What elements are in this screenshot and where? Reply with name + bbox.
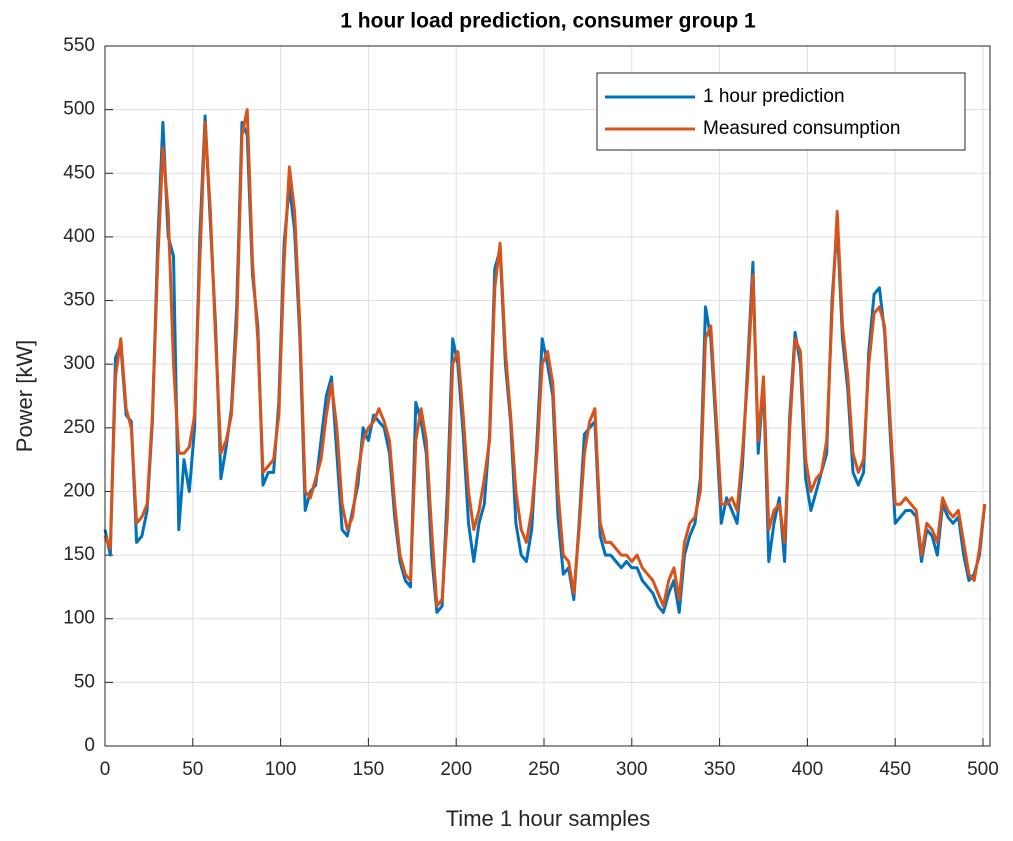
x-tick-label: 200 bbox=[440, 759, 472, 780]
chart-title: 1 hour load prediction, consumer group 1 bbox=[340, 10, 756, 33]
legend-label: Measured consumption bbox=[703, 118, 901, 139]
y-tick-label: 350 bbox=[63, 290, 95, 311]
y-tick-label: 150 bbox=[63, 544, 95, 565]
y-tick-label: 100 bbox=[63, 608, 95, 629]
x-tick-label: 0 bbox=[100, 759, 111, 780]
x-axis-label: Time 1 hour samples bbox=[446, 806, 651, 831]
y-tick-label: 500 bbox=[63, 99, 95, 120]
x-tick-label: 300 bbox=[616, 759, 648, 780]
y-tick-label: 250 bbox=[63, 417, 95, 438]
x-tick-label: 500 bbox=[967, 759, 999, 780]
x-tick-label: 350 bbox=[704, 759, 736, 780]
y-axis-label: Power [kW] bbox=[12, 340, 37, 452]
y-tick-label: 550 bbox=[63, 35, 95, 56]
x-tick-label: 150 bbox=[353, 759, 385, 780]
x-tick-label: 100 bbox=[265, 759, 297, 780]
legend-box bbox=[596, 72, 966, 151]
x-tick-label: 400 bbox=[792, 759, 824, 780]
x-tick-label: 450 bbox=[879, 759, 911, 780]
y-tick-label: 300 bbox=[63, 353, 95, 374]
y-tick-label: 400 bbox=[63, 226, 95, 247]
y-tick-label: 50 bbox=[74, 671, 95, 692]
x-tick-label: 250 bbox=[528, 759, 560, 780]
y-tick-label: 0 bbox=[84, 735, 95, 756]
y-tick-label: 450 bbox=[63, 162, 95, 183]
series-line bbox=[103, 108, 987, 608]
plot-frame bbox=[104, 45, 991, 747]
legend-label: 1 hour prediction bbox=[703, 86, 845, 107]
y-tick-label: 200 bbox=[63, 480, 95, 501]
x-tick-label: 50 bbox=[182, 759, 203, 780]
